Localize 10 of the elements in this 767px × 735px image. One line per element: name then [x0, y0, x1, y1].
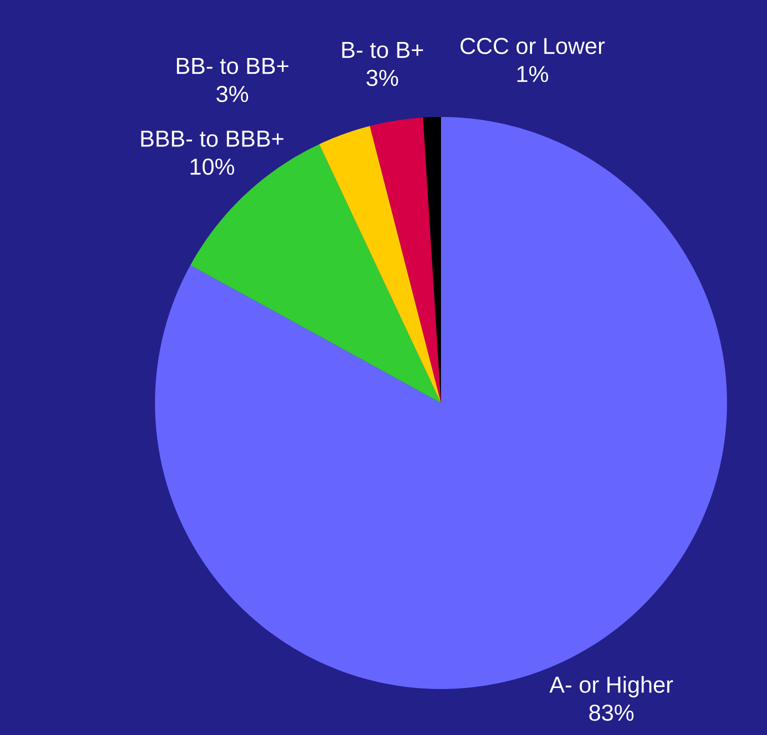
slice-label: CCC or Lower: [460, 38, 605, 54]
slice-label: B- to B+: [342, 42, 423, 58]
slice-label: A- or Higher: [549, 676, 673, 698]
data-label: 1%: [517, 66, 548, 82]
slice-label: BBB- to BBB+: [141, 130, 284, 147]
data-label: 10%: [190, 158, 234, 175]
slice-label: BB- to BB+: [176, 58, 288, 74]
data-label: 3%: [216, 86, 248, 102]
data-label: 3%: [366, 70, 398, 86]
data-label: 83%: [589, 704, 634, 721]
